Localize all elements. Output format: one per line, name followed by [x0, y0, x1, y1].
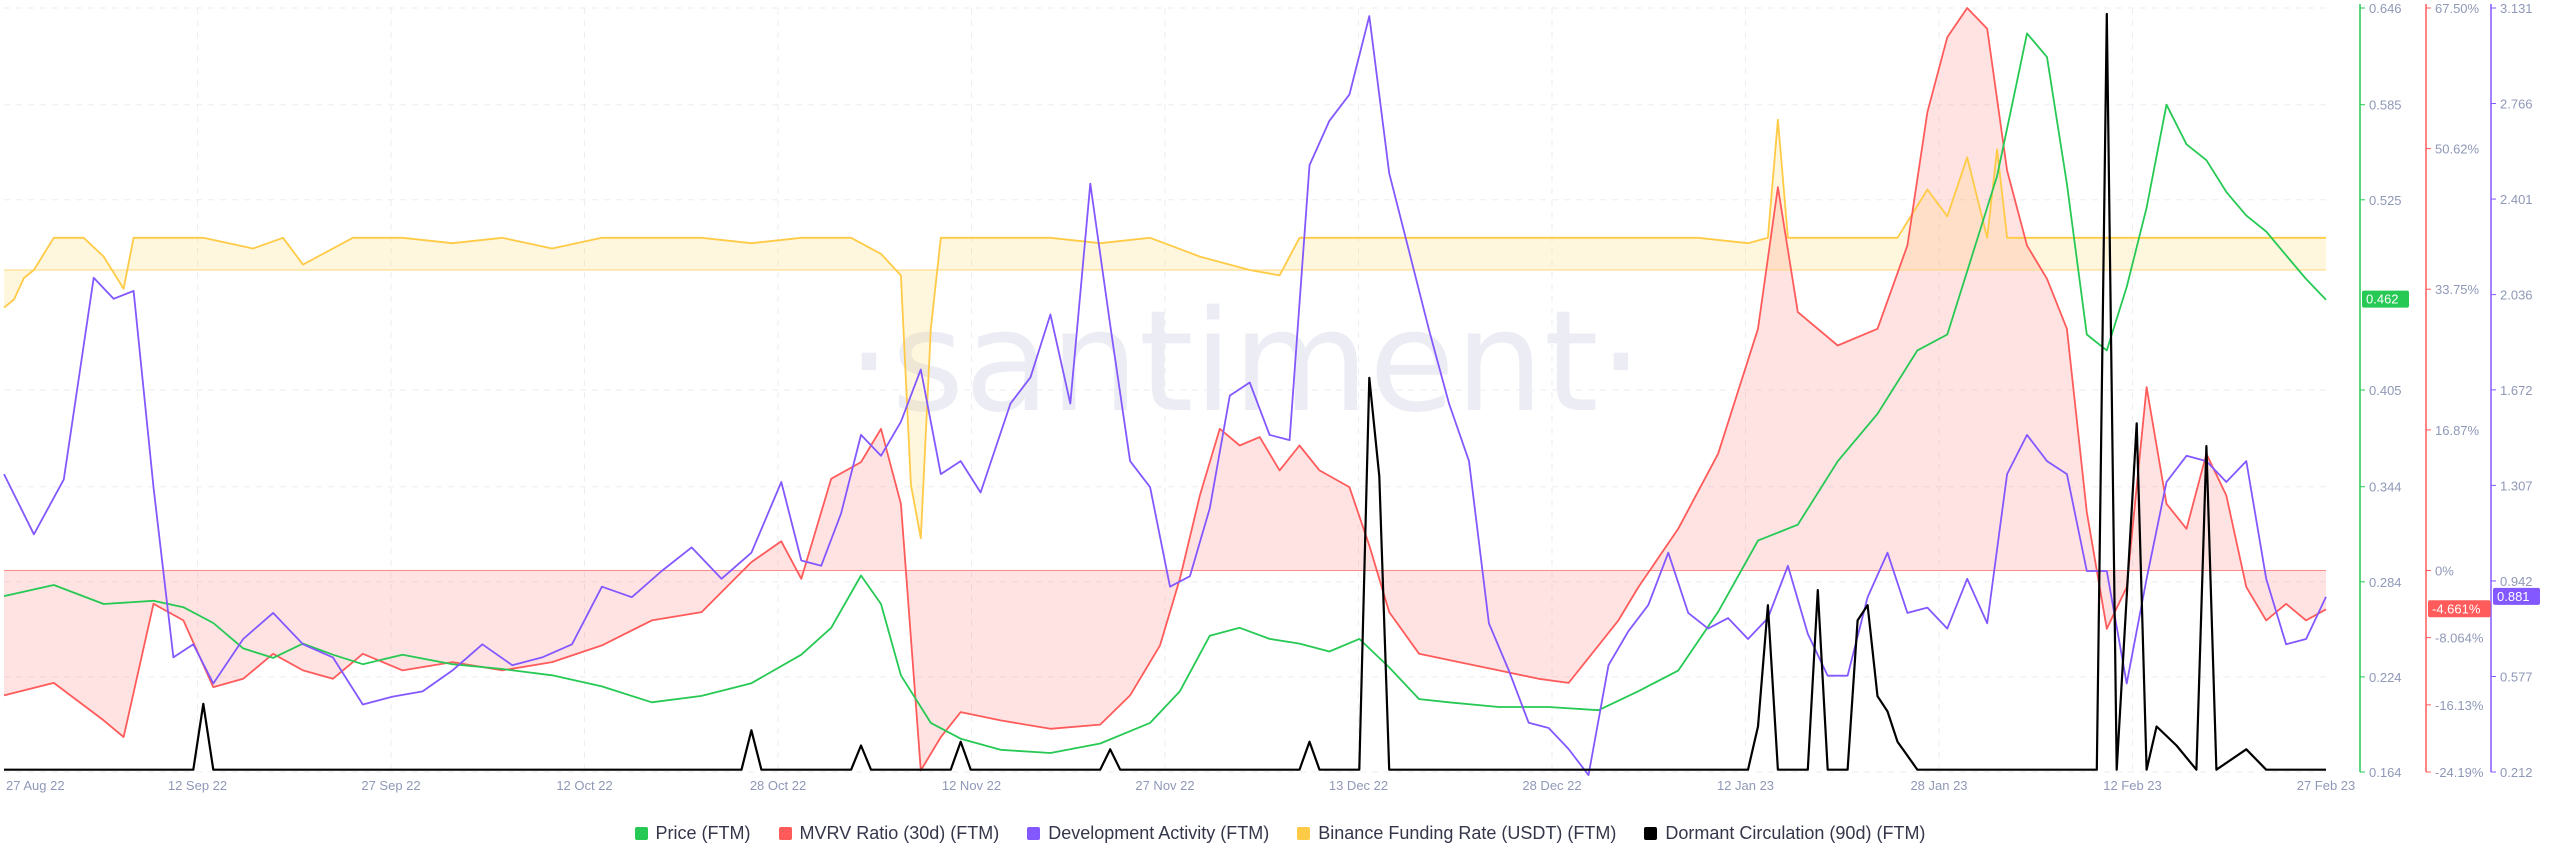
dev-activity-axis-tick-label: 1.307	[2500, 478, 2533, 493]
price-axis-tick-label: 0.405	[2369, 383, 2402, 398]
x-tick-label: 28 Oct 22	[750, 778, 806, 793]
dev-activity-axis-tick-label: 2.401	[2500, 192, 2533, 207]
mvrv-axis-tick-label: 33.75%	[2435, 282, 2480, 297]
mvrv-axis-tick-label: 67.50%	[2435, 1, 2480, 16]
x-tick-label: 13 Dec 22	[1329, 778, 1388, 793]
current-value-badges: 0.462 -4.661% 0.881	[2362, 290, 2540, 618]
price-axis-tick-label: 0.284	[2369, 575, 2402, 590]
price-badge-value: 0.462	[2366, 292, 2399, 307]
chart-area-fills	[4, 8, 2326, 771]
legend-label: Development Activity (FTM)	[1048, 822, 1270, 843]
chart-series-lines	[3, 7, 2327, 776]
dev-activity-badge-value: 0.881	[2497, 589, 2530, 604]
legend-label: Dormant Circulation (90d) (FTM)	[1665, 822, 1926, 843]
x-tick-label: 12 Sep 22	[168, 778, 227, 793]
legend-item-price[interactable]: Price (FTM)	[634, 822, 751, 844]
legend-item-dormant[interactable]: Dormant Circulation (90d) (FTM)	[1644, 823, 1925, 844]
mvrv-badge-bg	[2428, 600, 2491, 618]
price-axis-tick-label: 0.585	[2369, 98, 2402, 113]
dev-activity-axis-tick-label: 0.212	[2500, 765, 2533, 780]
mvrv-axis-tick-label: -24.19%	[2435, 765, 2484, 780]
x-tick-label: 27 Nov 22	[1135, 778, 1194, 793]
legend-item-dev_activity[interactable]: Development Activity (FTM)	[1027, 823, 1269, 844]
legend-label: MVRV Ratio (30d) (FTM)	[799, 822, 1000, 843]
dev-activity-badge-bg	[2493, 587, 2540, 605]
chart-axes: 27 Aug 22 12 Sep 22 27 Sep 22 12 Oct 22 28 O…	[6, 1, 2533, 793]
dev-activity-axis-tick-label: 3.131	[2500, 1, 2533, 16]
chart-legend: Price (FTM) MVRV Ratio (30d) (FTM) Develop…	[0, 818, 2560, 848]
chart-grid	[4, 7, 2326, 773]
legend-swatch	[634, 826, 648, 840]
x-tick-label: 12 Oct 22	[556, 778, 612, 793]
mvrv-axis-tick-label: -8.064%	[2435, 631, 2484, 646]
legend-swatch	[1027, 826, 1041, 840]
legend-label: Binance Funding Rate (USDT) (FTM)	[1318, 822, 1617, 843]
dev-activity-axis-tick-label: 2.766	[2500, 97, 2533, 112]
price-badge-bg	[2362, 290, 2409, 308]
mvrv-axis-tick-label: 16.87%	[2435, 423, 2480, 438]
x-tick-label: 12 Jan 23	[1717, 778, 1774, 793]
legend-item-funding[interactable]: Binance Funding Rate (USDT) (FTM)	[1297, 823, 1616, 844]
x-tick-label: 12 Nov 22	[942, 778, 1001, 793]
price-series-line	[3, 32, 2327, 754]
x-tick-label: 27 Aug 22	[6, 778, 65, 793]
dormant-series-line	[4, 12, 2326, 771]
x-tick-label: 12 Feb 23	[2103, 778, 2162, 793]
legend-label: Price (FTM)	[655, 822, 751, 843]
legend-item-mvrv[interactable]: MVRV Ratio (30d) (FTM)	[778, 822, 1000, 844]
price-axis-tick-label: 0.224	[2369, 670, 2402, 685]
legend-swatch	[778, 826, 792, 840]
dev_activity-series-line	[3, 15, 2327, 776]
price-axis-tick-label: 0.164	[2369, 765, 2402, 780]
x-tick-label: 27 Feb 23	[2297, 778, 2356, 793]
x-tick-label: 27 Sep 22	[361, 778, 420, 793]
funding-series-line	[3, 118, 2326, 540]
mvrv-axis-tick-label: 0%	[2435, 563, 2454, 578]
x-tick-label: 28 Dec 22	[1522, 778, 1581, 793]
dev-activity-axis-tick-label: 0.577	[2500, 669, 2533, 684]
legend-swatch	[1644, 826, 1658, 840]
dev-activity-axis-tick-label: 0.942	[2500, 574, 2533, 589]
mvrv-area-fill	[4, 8, 2326, 771]
dev-activity-axis-tick-label: 2.036	[2500, 288, 2533, 303]
mvrv-axis-tick-label: -16.13%	[2435, 698, 2484, 713]
mvrv-axis-tick-label: 50.62%	[2435, 142, 2480, 157]
price-axis-tick-label: 0.646	[2369, 1, 2402, 16]
price-axis-tick-label: 0.525	[2369, 193, 2402, 208]
price-axis-tick-label: 0.344	[2369, 480, 2402, 495]
x-tick-label: 28 Jan 23	[1910, 778, 1967, 793]
dev-activity-axis-tick-label: 1.672	[2500, 383, 2533, 398]
santiment-watermark: ·santiment·	[847, 281, 1643, 444]
legend-swatch	[1297, 826, 1311, 840]
mvrv-badge-value: -4.661%	[2432, 601, 2481, 616]
